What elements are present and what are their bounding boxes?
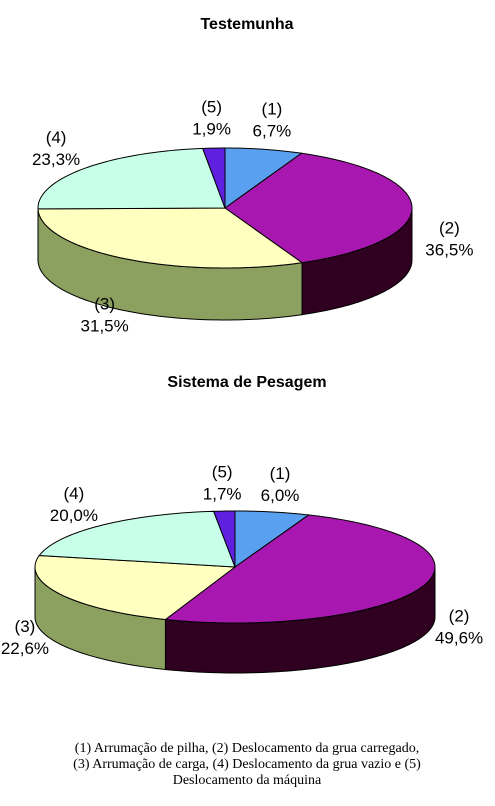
value-label: 22,6% xyxy=(1,639,49,658)
value-label: 36,5% xyxy=(425,241,473,260)
value-label: 20,0% xyxy=(50,506,98,525)
value-label: 1,7% xyxy=(203,485,242,504)
caption-line: (3) Arrumação de carga, (4) Deslocamento… xyxy=(73,757,421,772)
slice-label: (4) xyxy=(46,128,67,147)
chart-title: Sistema de Pesagem xyxy=(167,374,326,391)
slice-label: (3) xyxy=(94,295,115,314)
slice-label: (4) xyxy=(64,484,85,503)
slice-label: (1) xyxy=(270,464,291,483)
value-label: 23,3% xyxy=(32,150,80,169)
chart-title: Testemunha xyxy=(200,16,293,33)
slice-label: (3) xyxy=(15,617,36,636)
value-label: 31,5% xyxy=(81,317,129,336)
value-label: 6,7% xyxy=(253,121,292,140)
value-label: 49,6% xyxy=(435,629,483,648)
caption-line: (1) Arrumação de pilha, (2) Deslocamento… xyxy=(75,741,419,756)
caption-line: Deslocamento da máquina xyxy=(173,773,322,788)
value-label: 6,0% xyxy=(261,486,300,505)
slice-label: (2) xyxy=(439,219,460,238)
slice-label: (1) xyxy=(262,99,283,118)
slice-label: (2) xyxy=(449,607,470,626)
slice-label: (5) xyxy=(212,463,233,482)
slice-label: (5) xyxy=(201,98,222,117)
value-label: 1,9% xyxy=(192,120,231,139)
